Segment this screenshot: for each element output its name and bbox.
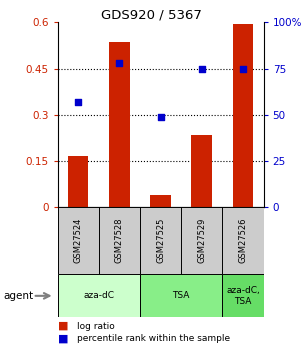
Text: GSM27529: GSM27529: [197, 218, 206, 263]
Text: ■: ■: [58, 334, 68, 344]
Text: TSA: TSA: [172, 291, 190, 300]
Bar: [191, 135, 212, 207]
Point: [76, 99, 81, 105]
Text: log ratio: log ratio: [77, 322, 115, 331]
Bar: [150, 195, 171, 207]
Point: [158, 114, 163, 119]
Text: ■: ■: [58, 321, 68, 331]
Point: [117, 60, 122, 66]
Bar: [140, 274, 222, 317]
Bar: [109, 42, 130, 207]
Point: [199, 66, 204, 71]
Text: GSM27525: GSM27525: [156, 218, 165, 263]
Text: agent: agent: [3, 291, 33, 301]
Text: percentile rank within the sample: percentile rank within the sample: [77, 334, 230, 343]
Text: GSM27528: GSM27528: [115, 218, 124, 263]
Text: GDS920 / 5367: GDS920 / 5367: [101, 9, 202, 22]
Bar: [68, 156, 88, 207]
Text: aza-dC: aza-dC: [83, 291, 114, 300]
Bar: [58, 274, 140, 317]
Text: aza-dC,
TSA: aza-dC, TSA: [226, 286, 260, 306]
Bar: [233, 24, 253, 207]
Point: [241, 66, 245, 71]
Bar: [222, 274, 264, 317]
Text: GSM27524: GSM27524: [74, 218, 83, 263]
Text: GSM27526: GSM27526: [238, 218, 248, 263]
